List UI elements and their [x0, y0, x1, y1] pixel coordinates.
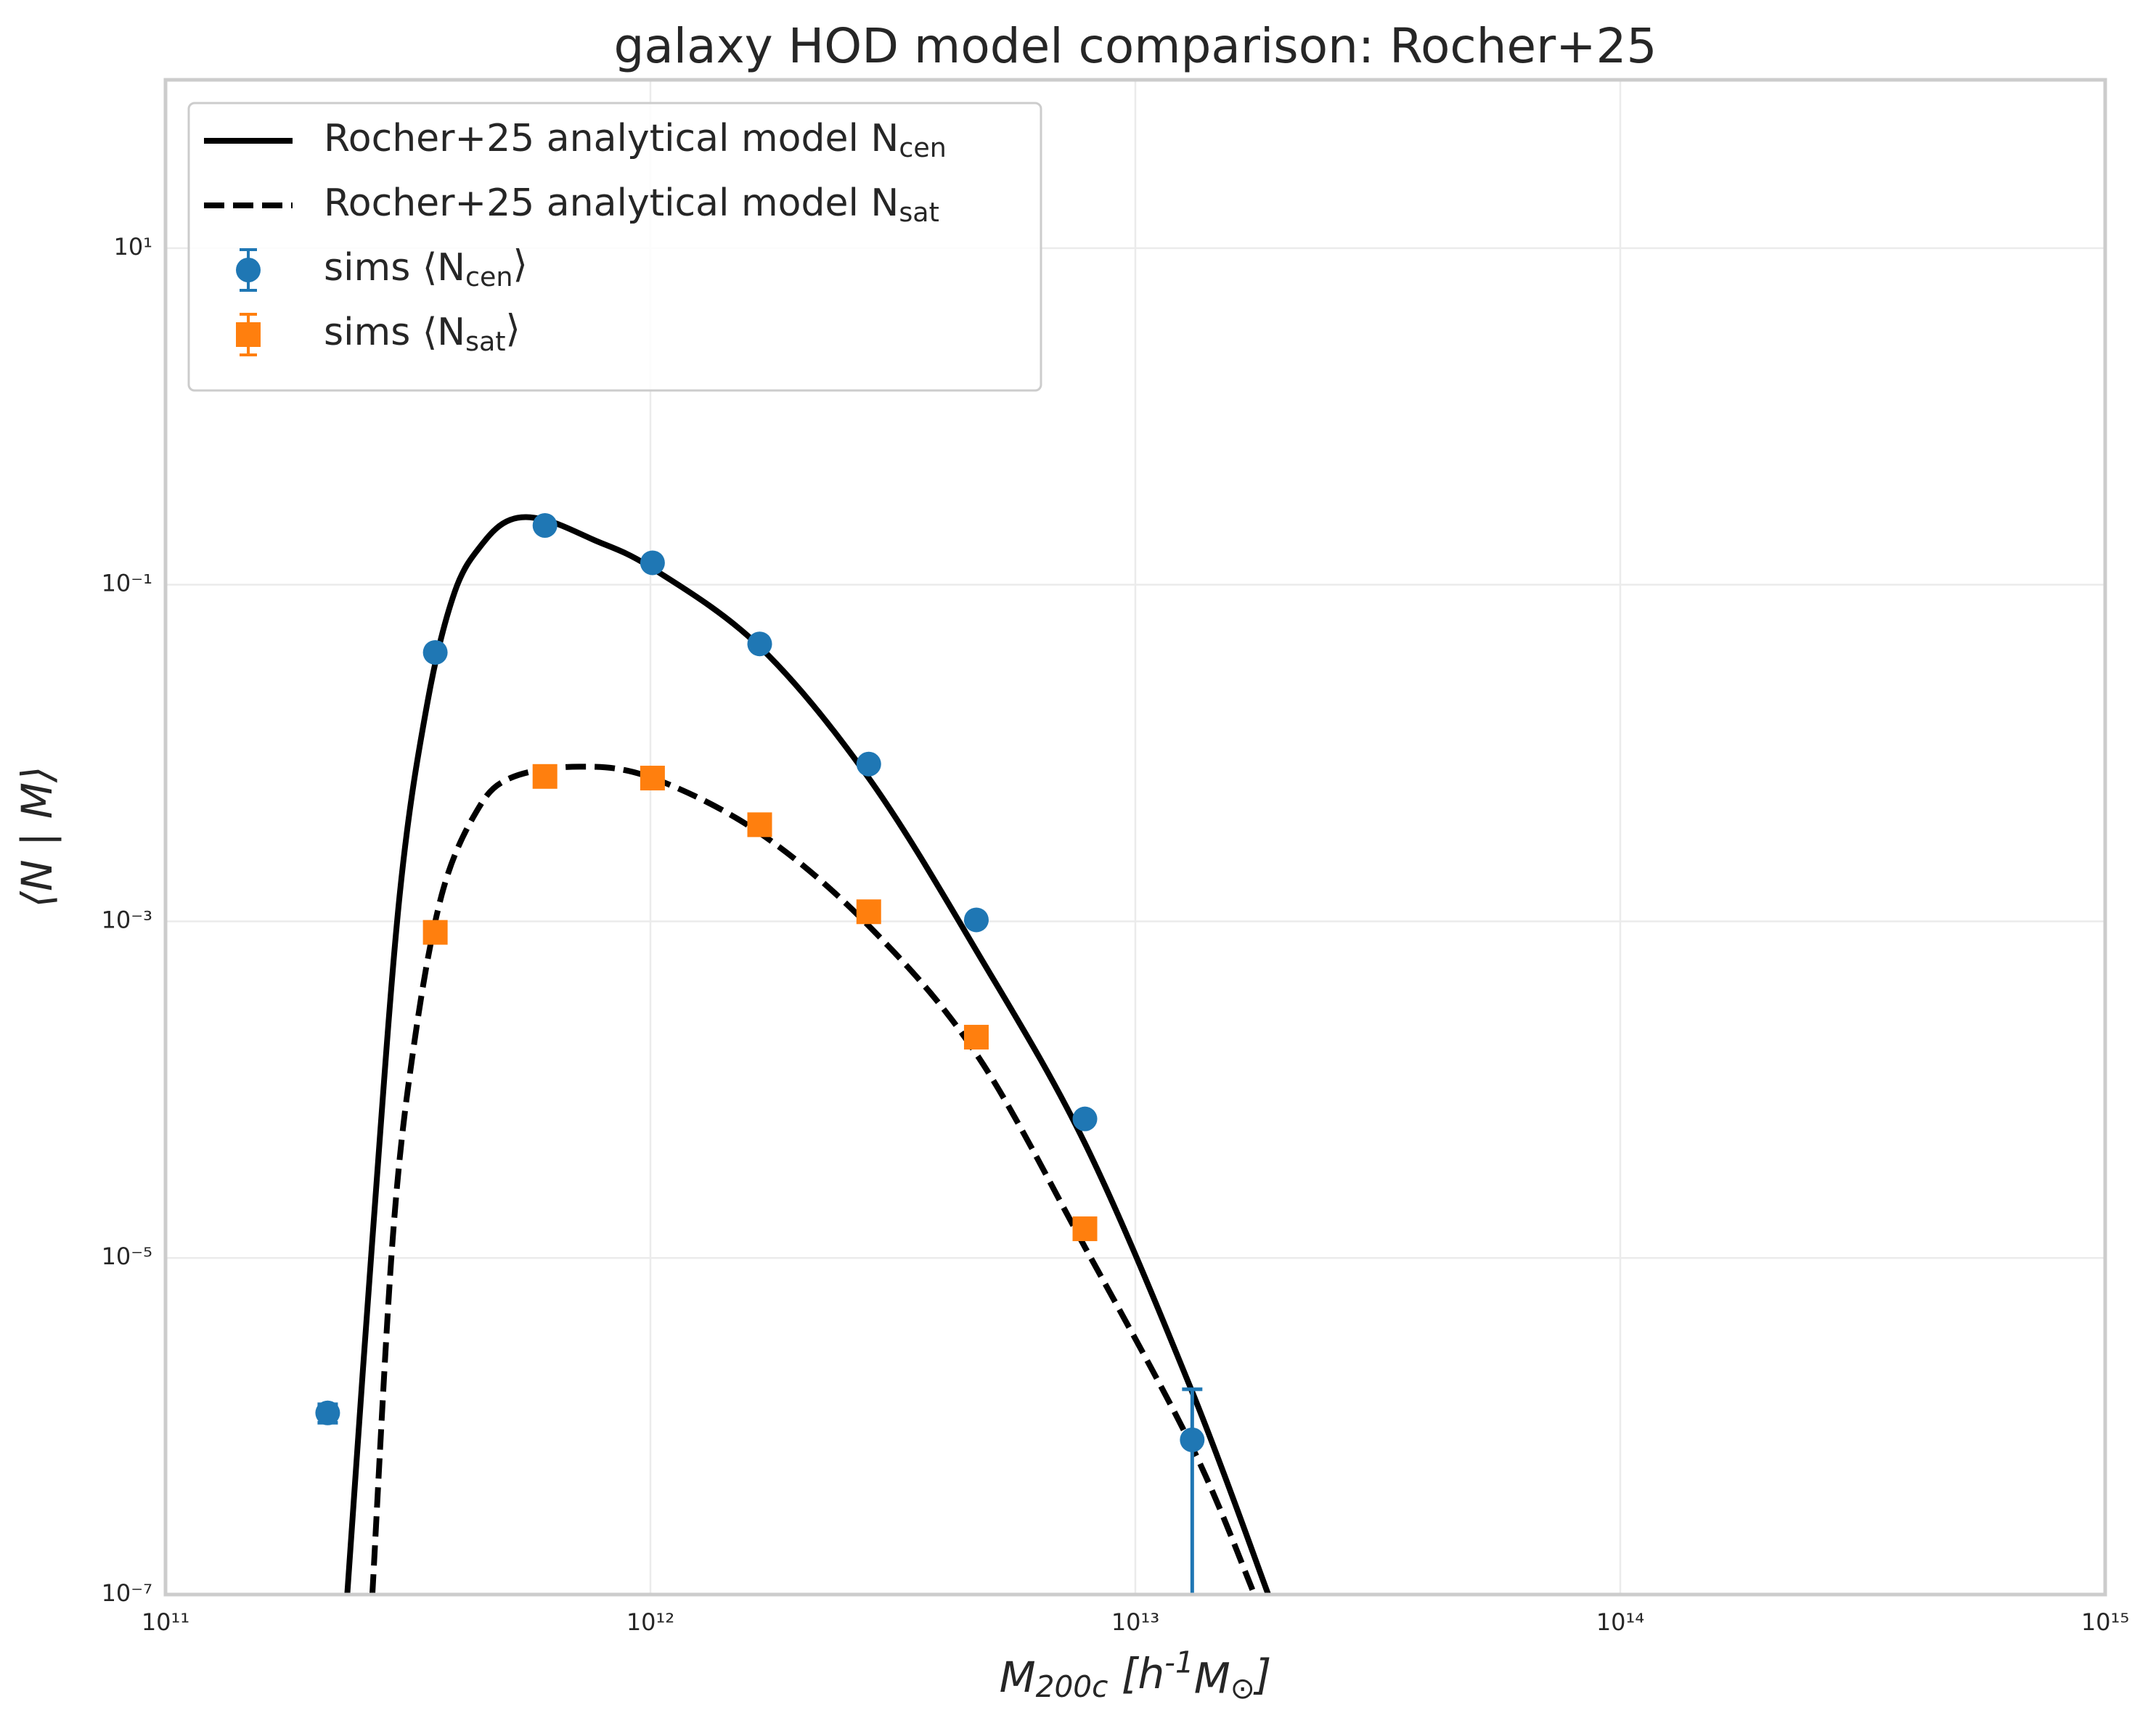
data-point [422, 639, 448, 665]
data-point [532, 764, 558, 789]
x-tick-label: 10¹⁵ [2081, 1608, 2129, 1636]
data-point [963, 907, 989, 933]
data-point [1072, 1216, 1098, 1242]
legend-label: sims ⟨Nsat⟩ [324, 307, 520, 356]
data-point [1072, 1106, 1098, 1131]
legend-label: Rocher+25 analytical model Nsat [324, 181, 939, 227]
data-point [315, 1400, 340, 1425]
data-point [422, 920, 448, 945]
x-tick-label: 10¹² [626, 1608, 674, 1636]
legend-marker [236, 258, 261, 282]
y-tick-label: 10⁻⁵ [102, 1243, 152, 1270]
x-axis-label: M200c [h-1M⊙] [1000, 1645, 1272, 1706]
data-point [640, 766, 665, 791]
y-tick-label: 10⁻³ [102, 906, 152, 933]
y-axis-label: ⟨N | M⟩ [12, 766, 62, 907]
data-point [1180, 1427, 1205, 1452]
y-tick-label: 10⁻¹ [102, 570, 152, 597]
data-point [856, 899, 881, 925]
model-line [344, 514, 1271, 1595]
x-tick-label: 10¹³ [1111, 1608, 1159, 1636]
legend-box [187, 102, 1042, 392]
y-tick-label: 10¹ [113, 233, 152, 261]
chart-title: galaxy HOD model comparison: Rocher+25 [613, 18, 1657, 74]
data-point [963, 1025, 989, 1050]
x-tick-label: 10¹¹ [142, 1608, 189, 1636]
data-point [747, 631, 772, 657]
legend-marker [236, 322, 261, 347]
legend-label: Rocher+25 analytical model Ncen [324, 117, 947, 163]
data-point [532, 512, 558, 538]
axes-frame [163, 78, 2107, 1597]
labels: 10¹¹ 10¹² 10¹³ 10¹⁴ 10¹⁵ 10⁻⁷ 10⁻⁵ 10⁻³ 10⁻¹ 10¹ [102, 233, 2130, 1636]
data-point [640, 550, 665, 576]
model-line [369, 764, 1257, 1595]
data-point [747, 812, 772, 838]
x-tick-label: 10¹⁴ [1596, 1608, 1644, 1636]
data-point [856, 751, 881, 777]
y-tick-label: 10⁻⁷ [102, 1579, 152, 1607]
plot-area [315, 512, 1271, 1595]
legend: Rocher+25 analytical model Ncen Rocher+25… [187, 102, 1042, 392]
legend-label: sims ⟨Ncen⟩ [324, 242, 528, 292]
